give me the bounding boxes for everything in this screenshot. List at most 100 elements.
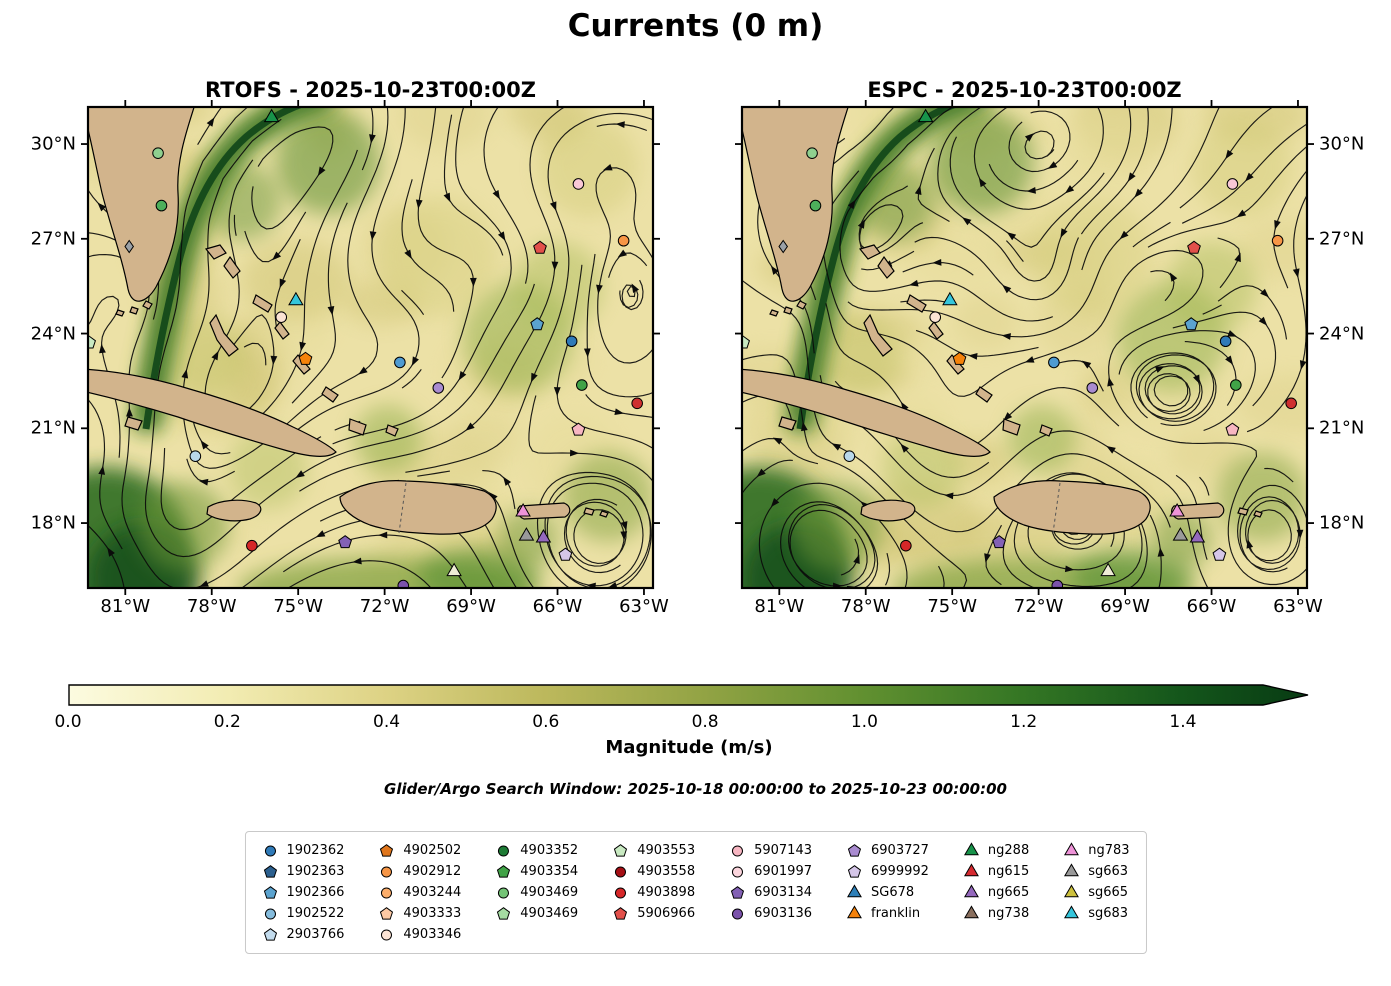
triangle-marker — [518, 527, 535, 541]
circle-marker-icon — [264, 845, 276, 857]
pentagon-marker — [742, 335, 750, 349]
legend-entry: 6903134 — [729, 882, 812, 903]
legend-entry: 4903558 — [612, 861, 695, 882]
legend-column: 5907143 6901997 6903134 6903136 — [729, 840, 812, 945]
circle-marker-icon — [732, 908, 744, 920]
legend-entry-label: 5907143 — [754, 843, 812, 858]
legend-entry: 4903352 — [495, 840, 578, 861]
colorbar-gradient — [68, 684, 1309, 706]
legend-entry-label: sg683 — [1088, 906, 1129, 921]
circle-marker — [397, 579, 410, 588]
triangle-marker-icon — [1064, 884, 1080, 898]
circle-marker — [1051, 579, 1064, 588]
pentagon-marker — [497, 907, 511, 920]
legend-entry-label: SG678 — [871, 885, 915, 900]
legend-entry: 6903727 — [846, 840, 929, 861]
circle-marker — [189, 450, 202, 463]
triangle-marker-icon — [963, 905, 979, 919]
triangle-marker-icon — [963, 863, 979, 877]
pentagon-marker — [380, 844, 394, 857]
triangle-marker — [847, 905, 862, 919]
circle-marker-icon — [381, 929, 393, 941]
circle-marker — [631, 397, 643, 410]
circle-marker — [617, 234, 630, 247]
triangle-marker — [1100, 562, 1116, 577]
circle-marker-icon — [264, 908, 276, 920]
legend-entry-label: sg663 — [1088, 864, 1129, 879]
diamond-marker — [778, 239, 789, 254]
legend-entry: franklin — [846, 903, 929, 924]
pentagon-marker — [614, 844, 628, 857]
circle-marker — [900, 539, 912, 552]
legend-entry: ng783 — [1063, 840, 1130, 861]
legend-entry-label: 4903558 — [637, 864, 696, 879]
circle-marker-icon — [381, 866, 393, 878]
legend-entry-label: 1902363 — [286, 864, 345, 879]
triangle-marker — [963, 842, 979, 856]
pentagon-marker — [263, 886, 277, 899]
legend-entry-label: 1902366 — [286, 885, 345, 900]
lat-tick-label: 30°N — [1319, 133, 1365, 155]
legend-entry-label: 6903134 — [754, 885, 812, 900]
pentagon-marker — [338, 535, 352, 549]
triangle-marker — [917, 108, 934, 123]
legend-entry-label: 4902912 — [403, 864, 462, 879]
triangle-marker — [1064, 863, 1080, 877]
lon-tick-label: 75°W — [927, 596, 978, 617]
circle-marker — [1271, 234, 1284, 247]
triangle-marker — [847, 884, 862, 898]
triangle-marker — [963, 863, 979, 877]
map-sea-area — [742, 107, 1307, 588]
legend-entry-label: 1902522 — [286, 906, 345, 921]
legend-entry-label: 4903354 — [520, 864, 579, 879]
pentagon-marker — [263, 865, 277, 878]
legend-entry-label: 2903766 — [286, 927, 345, 942]
legend-entry: 4903553 — [612, 840, 695, 861]
triangle-marker — [1169, 503, 1185, 517]
circle-marker — [732, 866, 744, 878]
legend-entry-label: 5906966 — [637, 906, 696, 921]
landmass — [88, 107, 609, 535]
lon-tick-label: 72°W — [359, 596, 410, 617]
circle-marker — [843, 450, 856, 463]
legend-entry-label: 6999992 — [871, 864, 929, 879]
legend-entry-label: 4903244 — [403, 885, 462, 900]
search-window-caption: Glider/Argo Search Window: 2025-10-18 00… — [384, 780, 1007, 798]
circle-marker — [432, 382, 445, 394]
legend-entry-label: ng738 — [987, 906, 1030, 921]
pentagon-marker — [380, 907, 394, 920]
colorbar-tick-label: 1.0 — [850, 712, 878, 732]
triangle-marker — [1172, 527, 1189, 541]
legend-entry-label: franklin — [871, 906, 921, 921]
pentagon-marker — [1225, 422, 1240, 436]
lat-tick-label: 21°N — [30, 417, 76, 439]
circle-marker-icon — [615, 887, 627, 899]
legend-entry: 5907143 — [729, 840, 812, 861]
legend-entry: 4902912 — [378, 861, 461, 882]
pentagon-marker-icon — [614, 907, 628, 920]
pentagon-marker — [847, 865, 862, 878]
legend-entry: 1902366 — [261, 882, 344, 903]
map-sea-area — [88, 107, 653, 588]
triangle-marker — [288, 291, 304, 306]
legend-entry-label: 6901997 — [754, 864, 812, 879]
pentagon-marker — [533, 240, 547, 254]
triangle-marker-icon — [847, 884, 862, 898]
legend-entry: ng665 — [963, 882, 1029, 903]
pentagon-marker — [1212, 547, 1227, 561]
circle-marker — [615, 887, 627, 899]
pentagon-marker-icon — [380, 844, 394, 857]
lon-tick-label: 63°W — [1273, 596, 1323, 617]
legend-entry: 1902362 — [261, 840, 344, 861]
legend-column: ng288 ng615 ng665 ng738 — [963, 840, 1029, 945]
circle-marker — [381, 929, 393, 941]
legend-entry-label: 6903136 — [754, 906, 812, 921]
legend-entry: ng738 — [963, 903, 1029, 924]
legend-entry: 6999992 — [846, 861, 929, 882]
pentagon-marker — [1187, 240, 1201, 254]
pentagon-marker — [571, 422, 586, 436]
lat-tick-label: 18°N — [1319, 512, 1365, 534]
colorbar-tick-label: 0.8 — [691, 712, 719, 732]
pentagon-marker-icon — [263, 886, 277, 899]
